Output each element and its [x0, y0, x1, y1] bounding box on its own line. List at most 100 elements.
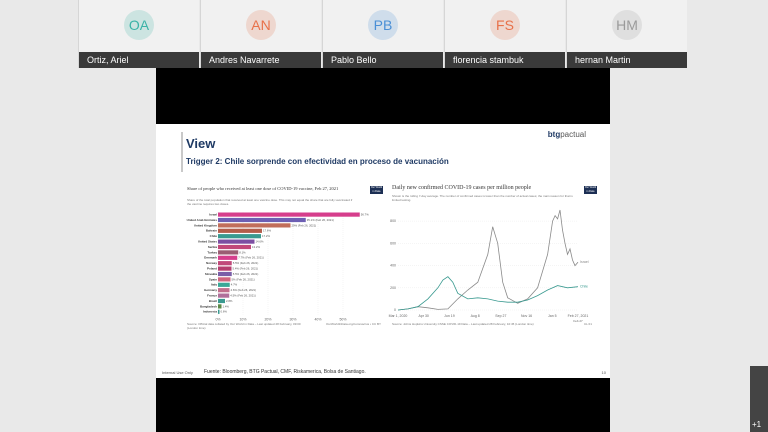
participant-tile-3[interactable]: PB Pablo Bello [322, 0, 443, 68]
line-end-label: Chile [580, 285, 588, 289]
slide-subtitle: Trigger 2: Chile sorprende con efectivid… [186, 157, 449, 166]
bar-category-label: Denmark [204, 256, 217, 260]
bar [218, 228, 262, 233]
bar-category-label: Brazil [209, 299, 217, 303]
line-chart-source: Source: Johns Hopkins University CSSE CO… [392, 322, 534, 326]
participant-strip: OA Ortiz, Ariel AN Andres Navarrete PB P… [0, 0, 768, 70]
avatar: HM [612, 10, 642, 40]
logo-mark: btg [547, 130, 561, 139]
line-series-chile [397, 276, 579, 311]
line-end-label: Israel [580, 260, 589, 264]
bar-chart-subtitle: Share of the total population that recei… [187, 198, 353, 206]
line-chart-badge: Our World in Data [584, 186, 597, 194]
bar [218, 212, 360, 217]
line-x-tick: Sep 27 [495, 314, 506, 318]
bar-category-label: France [207, 294, 217, 298]
line-y-tick: 800 [390, 219, 396, 223]
line-y-tick: 0 [394, 308, 396, 312]
overflow-count[interactable]: +1 [752, 420, 762, 429]
bar-value-label: 4.5% (Feb 26, 2021) [230, 294, 256, 298]
bar-value-label: 29% (Feb 26, 2021) [292, 223, 317, 227]
participant-tile-4[interactable]: FS florencia stambuk [444, 0, 565, 68]
bar [218, 223, 291, 228]
bar [218, 244, 251, 250]
bar-chart-badge: Our World in Data [370, 186, 383, 194]
bar [218, 255, 238, 260]
bar-value-label: 17.6% [263, 229, 271, 233]
bar-value-label: 5.5% (Feb 26, 2021) [233, 261, 259, 265]
bar [218, 293, 230, 298]
line-series-israel [397, 209, 579, 311]
line-chart-subtitle: Shown is the rolling 7-day average. The … [392, 194, 573, 202]
bar-chart: 0% 10% 20% 30% 40% 50% Israel 56.7% United Arab … [187, 212, 369, 322]
line-y-tick: 400 [390, 264, 396, 268]
avatar: AN [246, 10, 276, 40]
footer-source: Fuente: Bloomberg, BTG Pactual, CMF, Ris… [204, 369, 366, 375]
bar-category-label: Turkey [207, 250, 217, 254]
bar-category-label: Bahrain [206, 229, 217, 233]
participant-name: florencia stambuk [445, 52, 565, 68]
bar-x-tick: 30% [289, 318, 296, 322]
participant-name: hernan Martin [567, 52, 687, 68]
bar-category-label: Indonesia [203, 310, 217, 314]
bar [218, 266, 232, 271]
participant-name: Pablo Bello [323, 52, 443, 68]
bar [218, 309, 220, 314]
bar-x-tick: 50% [339, 318, 346, 322]
avatar: FS [490, 10, 520, 40]
bar [218, 288, 230, 293]
participant-name: Ortiz, Ariel [79, 52, 199, 68]
participant-tile-1[interactable]: OA Ortiz, Ariel [78, 0, 199, 68]
bar-value-label: 14.6% [256, 240, 264, 244]
bar-value-label: 1.4% [223, 304, 230, 308]
bar [218, 217, 306, 223]
avatar: OA [124, 10, 154, 40]
bar-value-label: 13.2% [252, 245, 260, 249]
presentation-slide: View Trigger 2: Chile sorprende con efec… [156, 124, 610, 378]
bar-value-label: 4.7% [231, 283, 238, 287]
line-x-tick: Nov 16 [521, 314, 532, 318]
bar-value-label: 7.7% (Feb 26, 2021) [238, 256, 264, 260]
overflow-participants[interactable] [750, 366, 768, 432]
participant-tile-5[interactable]: HM hernan Martin [566, 0, 687, 68]
bar [218, 261, 232, 266]
line-x-tick: Mar 1, 2020 [389, 314, 408, 318]
line-chart-title: Daily new confirmed COVID-19 cases per m… [392, 185, 532, 191]
line-chart-annotation: CL 01 [584, 322, 592, 326]
bar-category-label: Slovakia [205, 272, 218, 276]
bar [218, 282, 230, 287]
bar-category-label: Norway [206, 261, 217, 265]
line-y-tick: 600 [390, 241, 396, 245]
slide-title: View [186, 136, 216, 151]
bar-category-label: Germany [204, 288, 217, 292]
company-logo: btgpactual [548, 130, 586, 139]
bar-x-tick: 10% [239, 318, 246, 322]
bar-value-label: 5% (Feb 26, 2021) [232, 277, 255, 281]
bar-value-label: 5.4% (Feb 26, 2021) [233, 267, 259, 271]
bar-x-tick: 20% [264, 318, 271, 322]
logo-text: pactual [560, 130, 586, 139]
line-x-tick: Aug 8 [471, 314, 480, 318]
bar-value-label: 0.6% [221, 310, 228, 314]
bar [218, 271, 232, 277]
line-x-tick: Jan 5 [548, 314, 557, 318]
line-chart: 0 200 400 600 800 Mar 1, 2020 Apr 30 Jun 19 Aug … [389, 209, 589, 323]
bar-value-label: 5.5% (Feb 26, 2021) [233, 272, 259, 276]
bar-category-label: Poland [207, 267, 217, 271]
bar-chart-source: Source: Official data collated by Our Wo… [187, 322, 301, 330]
bar-category-label: Israel [209, 213, 217, 217]
line-y-tick: 200 [390, 286, 396, 290]
bar [218, 234, 261, 239]
participant-tile-2[interactable]: AN Andres Navarrete [200, 0, 321, 68]
bar-category-label: Italy [211, 283, 217, 287]
bar-value-label: 56.7% [361, 213, 369, 217]
bar-category-label: United Kingdom [194, 223, 217, 227]
bar [218, 239, 255, 244]
line-date-label: Feb 27 [573, 319, 583, 323]
bar-category-label: Chile [210, 234, 218, 238]
bar [218, 250, 239, 255]
bar-value-label: 2.8% [226, 299, 233, 303]
bar-value-label: 17.2% [262, 234, 270, 238]
bar [218, 298, 225, 304]
bar [218, 304, 222, 309]
